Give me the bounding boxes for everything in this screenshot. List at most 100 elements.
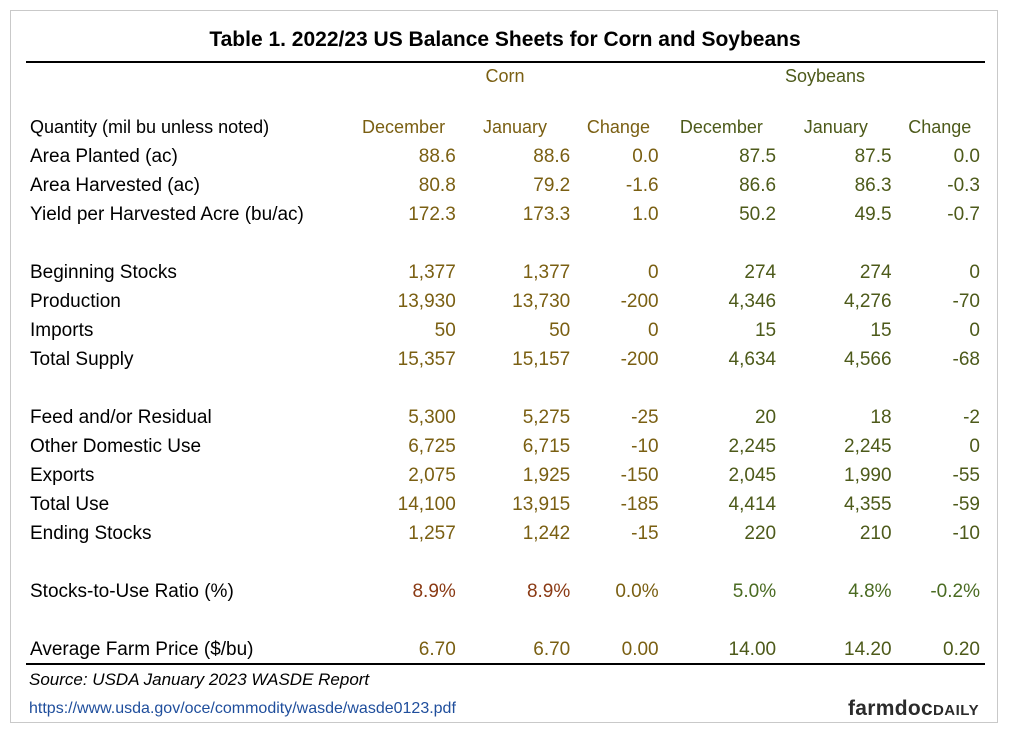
cell-soy-change: 0 bbox=[969, 436, 980, 457]
cell-corn-december: 5,300 bbox=[408, 407, 456, 428]
cell-corn-january: 1,925 bbox=[522, 465, 571, 486]
spacer-row bbox=[26, 374, 986, 403]
cell-corn-january: 1,377 bbox=[522, 262, 571, 283]
cell-corn-january: 13,730 bbox=[512, 291, 571, 312]
cell-corn-december: 15,357 bbox=[397, 349, 456, 370]
table-row: Total Use 14,100 13,915 -185 4,414 4,355 -59 bbox=[26, 490, 986, 519]
cell-soy-december: 20 bbox=[754, 407, 777, 428]
table-row: Production 13,930 13,730 -200 4,346 4,276 -70 bbox=[26, 287, 986, 316]
cell-soy-change: -59 bbox=[952, 494, 980, 515]
cell-soy-change: -0.2% bbox=[930, 581, 980, 602]
cell-corn-january: 6.70 bbox=[533, 639, 571, 660]
row-label: Production bbox=[30, 291, 121, 312]
cell-corn-change: 0.0% bbox=[615, 581, 659, 602]
soybeans-group-header: Soybeans bbox=[784, 66, 866, 86]
cell-corn-december: 88.6 bbox=[418, 146, 456, 167]
cell-soy-change: -70 bbox=[952, 291, 980, 312]
cell-soy-january: 2,245 bbox=[844, 436, 892, 457]
cell-corn-change: 0.00 bbox=[621, 639, 659, 660]
cell-soy-january: 274 bbox=[859, 262, 892, 283]
cell-corn-change: 1.0 bbox=[632, 204, 659, 225]
cell-corn-change: -200 bbox=[620, 349, 659, 370]
cell-corn-december: 6,725 bbox=[408, 436, 456, 457]
cell-soy-january: 86.3 bbox=[854, 175, 892, 196]
cell-corn-january: 15,157 bbox=[512, 349, 571, 370]
cell-corn-change: -10 bbox=[631, 436, 659, 457]
table-frame bbox=[10, 10, 998, 723]
spacer-row bbox=[26, 606, 986, 635]
cell-corn-january: 79.2 bbox=[533, 175, 571, 196]
table-row: Area Harvested (ac) 80.8 79.2 -1.6 86.6 86.3 -… bbox=[26, 171, 986, 200]
cell-soy-january: 4,276 bbox=[844, 291, 892, 312]
cell-soy-change: -0.7 bbox=[947, 204, 980, 225]
logo-main-text: farmdoc bbox=[848, 697, 933, 720]
cell-soy-january: 18 bbox=[870, 407, 892, 428]
col-soy-january: January bbox=[803, 116, 868, 137]
cell-soy-january: 49.5 bbox=[854, 204, 892, 225]
cell-corn-change: -185 bbox=[620, 494, 659, 515]
cell-corn-change: -25 bbox=[631, 407, 659, 428]
cell-corn-january: 8.9% bbox=[526, 581, 571, 602]
col-soy-change: Change bbox=[908, 116, 972, 137]
cell-corn-january: 173.3 bbox=[522, 204, 571, 225]
cell-corn-change: 0 bbox=[648, 320, 659, 341]
spacer-cell bbox=[26, 229, 986, 258]
col-soy-december: December bbox=[679, 116, 763, 137]
table-row: Stocks-to-Use Ratio (%) 8.9% 8.9% 0.0% 5.0% 4… bbox=[26, 577, 986, 606]
wasde-report-link[interactable]: https://www.usda.gov/oce/commodity/wasde… bbox=[29, 700, 456, 717]
cell-soy-january: 4,566 bbox=[844, 349, 892, 370]
cell-soy-january: 4.8% bbox=[848, 581, 892, 602]
table-row: Ending Stocks 1,257 1,242 -15 220 210 -10 bbox=[26, 519, 986, 548]
cell-soy-december: 220 bbox=[744, 523, 777, 544]
row-label: Imports bbox=[30, 320, 94, 341]
col-corn-january: January bbox=[482, 116, 548, 137]
table-row: Area Planted (ac) 88.6 88.6 0.0 87.5 87.5 0.0 bbox=[26, 142, 986, 171]
cell-corn-december: 50 bbox=[434, 320, 456, 341]
cell-soy-december: 5.0% bbox=[732, 581, 777, 602]
cell-soy-change: -55 bbox=[952, 465, 980, 486]
table-row: Average Farm Price ($/bu) 6.70 6.70 0.00 14.… bbox=[26, 635, 986, 664]
table-title: Table 1. 2022/23 US Balance Sheets for C… bbox=[209, 28, 801, 51]
cell-corn-december: 172.3 bbox=[408, 204, 456, 225]
cell-soy-january: 15 bbox=[870, 320, 892, 341]
cell-corn-december: 1,377 bbox=[408, 262, 456, 283]
row-label: Beginning Stocks bbox=[30, 262, 177, 283]
cell-soy-december: 87.5 bbox=[739, 146, 777, 167]
row-label: Stocks-to-Use Ratio (%) bbox=[30, 581, 234, 602]
cell-corn-december: 2,075 bbox=[408, 465, 456, 486]
cell-corn-change: 0.0 bbox=[632, 146, 659, 167]
row-label: Average Farm Price ($/bu) bbox=[30, 639, 254, 660]
cell-corn-december: 8.9% bbox=[412, 581, 456, 602]
balance-sheet-table: Quantity (mil bu unless noted) December … bbox=[26, 112, 986, 664]
row-label: Other Domestic Use bbox=[30, 436, 202, 457]
cell-soy-january: 4,355 bbox=[844, 494, 892, 515]
cell-corn-change: -200 bbox=[620, 291, 659, 312]
source-note: Source: USDA January 2023 WASDE Report bbox=[29, 670, 370, 689]
top-rule bbox=[26, 61, 985, 63]
cell-soy-change: 0.20 bbox=[943, 639, 980, 660]
cell-corn-change: -1.6 bbox=[625, 175, 659, 196]
cell-corn-january: 50 bbox=[549, 320, 571, 341]
col-quantity: Quantity (mil bu unless noted) bbox=[30, 116, 270, 137]
cell-corn-change: 0 bbox=[648, 262, 659, 283]
cell-soy-january: 87.5 bbox=[854, 146, 892, 167]
row-label: Feed and/or Residual bbox=[30, 407, 212, 428]
row-label: Exports bbox=[30, 465, 95, 486]
cell-corn-december: 80.8 bbox=[418, 175, 456, 196]
farmdoc-daily-logo: farmdocDAILY bbox=[848, 697, 979, 721]
table-row: Yield per Harvested Acre (bu/ac) 172.3 173… bbox=[26, 200, 986, 229]
table-row: Other Domestic Use 6,725 6,715 -10 2,245 2,24… bbox=[26, 432, 986, 461]
cell-corn-january: 1,242 bbox=[522, 523, 571, 544]
logo-sub-text: DAILY bbox=[932, 702, 980, 719]
cell-soy-december: 4,414 bbox=[728, 494, 777, 515]
cell-soy-change: -0.3 bbox=[947, 175, 980, 196]
cell-corn-change: -150 bbox=[620, 465, 659, 486]
column-header-row: Quantity (mil bu unless noted) December … bbox=[26, 112, 986, 142]
spacer-row bbox=[26, 229, 986, 258]
cell-soy-change: -68 bbox=[952, 349, 980, 370]
cell-soy-december: 14.00 bbox=[728, 639, 777, 660]
row-label: Area Harvested (ac) bbox=[30, 175, 201, 196]
table-row: Exports 2,075 1,925 -150 2,045 1,990 -55 bbox=[26, 461, 986, 490]
cell-corn-december: 1,257 bbox=[408, 523, 456, 544]
table-row: Feed and/or Residual 5,300 5,275 -25 20 18 -2 bbox=[26, 403, 986, 432]
